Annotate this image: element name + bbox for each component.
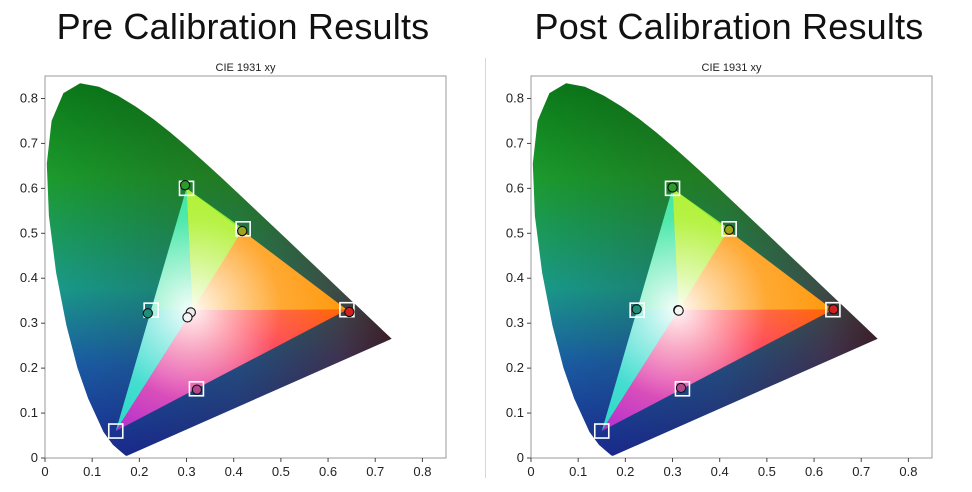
y-tick-label: 0.6: [506, 180, 524, 195]
x-tick-label: 0.1: [569, 464, 587, 479]
y-tick-label: 0: [517, 450, 524, 465]
target-square-marker: [107, 423, 124, 439]
x-tick-label: 0.7: [852, 464, 870, 479]
y-tick-label: 0.4: [20, 270, 38, 285]
y-tick-label: 0.7: [20, 135, 38, 150]
pre-calibration-panel: Pre Calibration Results CIE 1931 xy 0 0.1 0…: [20, 6, 447, 479]
x-tick-label: 0.5: [758, 464, 776, 479]
post-calibration-panel: Post Calibration Results CIE 1931 xy 0 0.1…: [486, 0, 972, 492]
target-square-marker: [674, 380, 691, 397]
x-tick-label: 0.3: [663, 464, 681, 479]
measured-point-marker: [631, 304, 642, 315]
x-tick-label: 0.5: [272, 464, 290, 479]
y-tick-label: 0: [31, 450, 38, 465]
y-tick-label: 0.3: [20, 315, 38, 330]
x-tick-label: 0.2: [130, 464, 148, 479]
target-square-marker: [339, 301, 355, 318]
pre-calibration-chart: CIE 1931 xy 0 0.1 0.2 0.3 0.4 0.5 0.6 0.7 0.8 0 0.1…: [20, 62, 447, 479]
y-tick-label: 0.5: [506, 225, 524, 240]
y-tick-label: 0.4: [506, 270, 524, 285]
target-square-marker: [825, 301, 841, 318]
chart-subtitle: CIE 1931 xy: [216, 62, 276, 74]
measured-point-marker: [675, 382, 687, 394]
measured-point-marker: [191, 384, 203, 395]
x-tick-label: 0.3: [177, 464, 195, 479]
x-tick-label: 0.6: [319, 464, 337, 479]
y-tick-label: 0.6: [20, 180, 38, 195]
chart-subtitle: CIE 1931 xy: [702, 62, 762, 74]
measured-point-marker: [237, 225, 248, 237]
measured-point-marker: [723, 224, 735, 235]
measured-point-marker: [179, 180, 191, 191]
white-point-glow: [115, 188, 347, 431]
y-tick-label: 0.2: [506, 360, 524, 375]
measured-point-marker: [142, 308, 153, 319]
target-square-marker: [593, 423, 610, 439]
y-tick-label: 0.1: [506, 405, 524, 420]
x-tick-label: 0.6: [805, 464, 823, 479]
target-square-marker: [721, 221, 737, 237]
y-tick-label: 0.2: [20, 360, 38, 375]
y-tick-label: 0.3: [506, 315, 524, 330]
y-tick-label: 0.5: [20, 225, 38, 240]
target-square-marker: [629, 302, 645, 318]
x-tick-label: 0.7: [366, 464, 384, 479]
x-tick-label: 0.4: [225, 464, 243, 479]
y-tick-label: 0.8: [20, 90, 38, 105]
measured-point-marker: [828, 304, 839, 315]
measured-point-marker: [344, 306, 355, 318]
x-tick-label: 0.8: [413, 464, 431, 479]
panel-divider: [485, 58, 486, 478]
x-tick-label: 0.4: [711, 464, 729, 479]
measured-point-marker: [182, 312, 193, 323]
post-calibration-title: Post Calibration Results: [534, 6, 924, 47]
post-calibration-chart: CIE 1931 xy 0 0.1 0.2 0.3 0.4 0.5 0.6 0.7 0.8 0 0.1…: [506, 62, 933, 479]
measured-point-marker: [667, 182, 678, 193]
x-tick-label: 0.8: [899, 464, 917, 479]
y-tick-label: 0.8: [506, 90, 524, 105]
x-tick-label: 0: [527, 464, 534, 479]
target-square-marker: [664, 180, 681, 197]
white-point-glow: [601, 188, 833, 431]
pre-calibration-title: Pre Calibration Results: [56, 6, 430, 47]
measured-point-marker: [673, 305, 684, 316]
x-tick-label: 0: [41, 464, 48, 479]
x-tick-label: 0.1: [83, 464, 101, 479]
x-tick-label: 0.2: [616, 464, 634, 479]
y-tick-label: 0.1: [20, 405, 38, 420]
target-square-marker: [188, 380, 205, 397]
y-tick-label: 0.7: [506, 135, 524, 150]
